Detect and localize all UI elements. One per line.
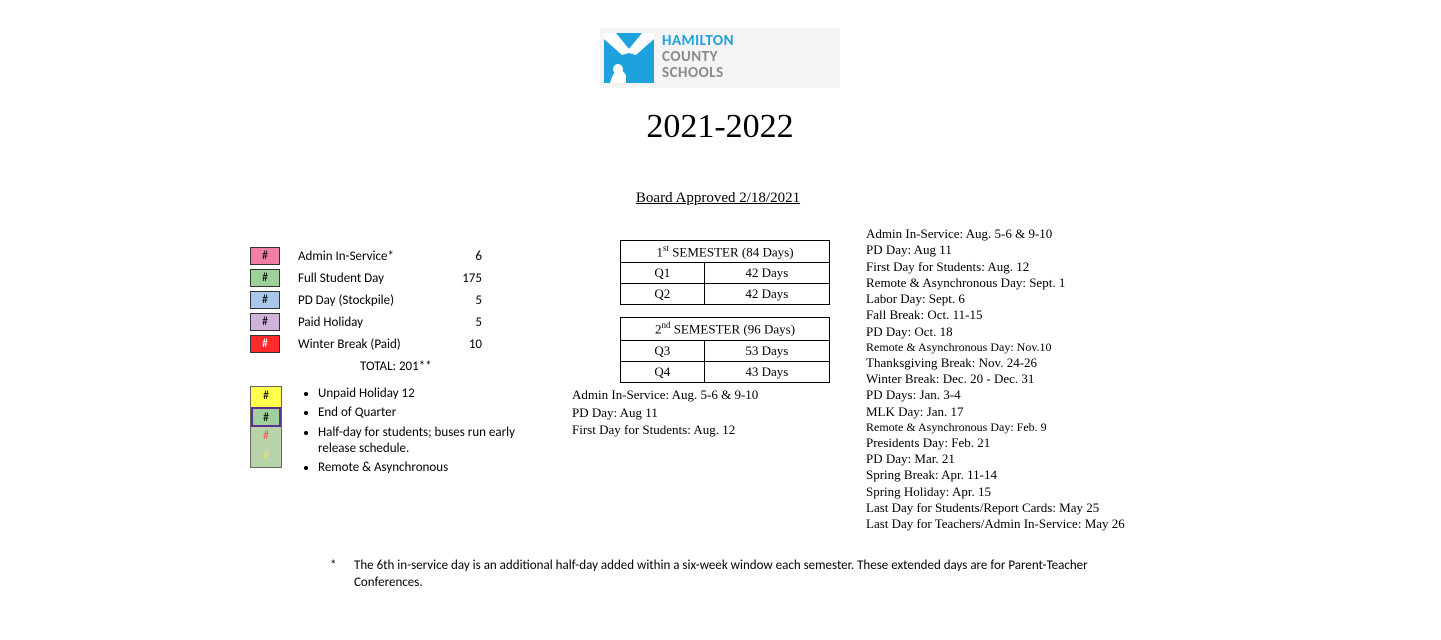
semester-header: 2nd SEMESTER (96 Days) <box>621 318 830 340</box>
legend-value: 175 <box>448 271 482 286</box>
quarter-label: Q2 <box>621 284 705 305</box>
legend-swatch: # <box>250 247 280 265</box>
legend-value: 10 <box>448 337 482 352</box>
legend-label: Admin In-Service* <box>298 249 448 264</box>
quarter-days: 42 Days <box>704 263 829 284</box>
key-date-line: Remote & Asynchronous Day: Nov.10 <box>866 340 1186 355</box>
quarter-days: 53 Days <box>704 340 829 361</box>
footnote-marker: * <box>330 558 354 592</box>
key-date-line: MLK Day: Jan. 17 <box>866 404 1186 420</box>
legend-bullet: Half-day for students; buses run early r… <box>318 425 538 458</box>
legend-swatch: # <box>251 427 281 447</box>
approved-line: Board Approved 2/18/2021 <box>618 190 818 207</box>
legend-bullet: End of Quarter <box>318 405 538 421</box>
page-root: HAMILTON COUNTY SCHOOLS 2021-2022 Board … <box>0 0 1441 640</box>
center-notes: Admin In-Service: Aug. 5-6 & 9-10PD Day:… <box>572 386 758 439</box>
legend-row: # Paid Holiday5 <box>250 311 482 333</box>
legend-unpaid: ####Unpaid Holiday 12End of QuarterHalf-… <box>250 386 538 479</box>
key-date-line: Fall Break: Oct. 11-15 <box>866 307 1186 323</box>
legend-value: 5 <box>448 315 482 330</box>
quarter-label: Q3 <box>621 340 705 361</box>
key-date-line: PD Day: Mar. 21 <box>866 451 1186 467</box>
legend-swatch: # <box>250 335 280 353</box>
key-date-line: Remote & Asynchronous Day: Feb. 9 <box>866 420 1186 435</box>
legend-bullet: Remote & Asynchronous <box>318 460 538 476</box>
quarter-days: 43 Days <box>704 361 829 382</box>
semester-header: 1st SEMESTER (84 Days) <box>621 241 830 263</box>
logo-block: HAMILTON COUNTY SCHOOLS <box>600 28 840 88</box>
footnote: * The 6th in-service day is an additiona… <box>330 558 1120 592</box>
center-note-line: First Day for Students: Aug. 12 <box>572 421 758 439</box>
center-note-line: PD Day: Aug 11 <box>572 404 758 422</box>
legend-total: TOTAL: 201** <box>360 359 482 374</box>
legend-label: PD Day (Stockpile) <box>298 293 448 308</box>
logo-line3: SCHOOLS <box>662 66 734 82</box>
key-date-line: First Day for Students: Aug. 12 <box>866 259 1186 275</box>
legend-row: # Admin In-Service*6 <box>250 245 482 267</box>
key-date-line: Presidents Day: Feb. 21 <box>866 435 1186 451</box>
year-title: 2021-2022 <box>600 108 840 146</box>
legend-swatch: # <box>250 313 280 331</box>
key-date-line: Admin In-Service: Aug. 5-6 & 9-10 <box>866 226 1186 242</box>
legend-value: 6 <box>448 249 482 264</box>
key-date-line: Labor Day: Sept. 6 <box>866 291 1186 307</box>
quarter-label: Q1 <box>621 263 705 284</box>
logo-icon <box>604 33 654 83</box>
legend-row: # Winter Break (Paid)10 <box>250 333 482 355</box>
key-date-line: PD Days: Jan. 3-4 <box>866 387 1186 403</box>
key-date-line: Spring Break: Apr. 11-14 <box>866 467 1186 483</box>
legend-row: # Full Student Day175 <box>250 267 482 289</box>
key-date-line: Last Day for Students/Report Cards: May … <box>866 500 1186 516</box>
legend-swatch-stack: #### <box>250 386 282 468</box>
legend-swatch: # <box>251 407 281 427</box>
legend-label: Paid Holiday <box>298 315 448 330</box>
key-date-line: PD Day: Oct. 18 <box>866 324 1186 340</box>
semester-tables: 1st SEMESTER (84 Days)Q142 DaysQ242 Days… <box>620 240 830 395</box>
legend-swatch: # <box>251 387 281 407</box>
semester-table: 2nd SEMESTER (96 Days)Q353 DaysQ443 Days <box>620 317 830 382</box>
key-date-line: Remote & Asynchronous Day: Sept. 1 <box>866 275 1186 291</box>
legend-value: 5 <box>448 293 482 308</box>
legend-bullets: Unpaid Holiday 12 End of Quarter Half-day … <box>318 386 538 479</box>
quarter-label: Q4 <box>621 361 705 382</box>
center-note-line: Admin In-Service: Aug. 5-6 & 9-10 <box>572 386 758 404</box>
legend-row: # PD Day (Stockpile)5 <box>250 289 482 311</box>
semester-table: 1st SEMESTER (84 Days)Q142 DaysQ242 Days <box>620 240 830 305</box>
legend-bullet: Unpaid Holiday 12 <box>318 386 538 402</box>
legend-swatch: # <box>250 291 280 309</box>
key-date-line: Last Day for Teachers/Admin In-Service: … <box>866 516 1186 532</box>
key-date-line: Spring Holiday: Apr. 15 <box>866 484 1186 500</box>
quarter-days: 42 Days <box>704 284 829 305</box>
legend-paid: #Admin In-Service*6#Full Student Day175#… <box>250 245 482 374</box>
legend-swatch: # <box>251 447 281 467</box>
key-date-line: PD Day: Aug 11 <box>866 242 1186 258</box>
key-date-line: Thanksgiving Break: Nov. 24-26 <box>866 355 1186 371</box>
legend-label: Winter Break (Paid) <box>298 337 448 352</box>
key-date-line: Winter Break: Dec. 20 - Dec. 31 <box>866 371 1186 387</box>
logo-text: HAMILTON COUNTY SCHOOLS <box>662 34 734 81</box>
footnote-text: The 6th in-service day is an additional … <box>354 558 1120 592</box>
key-dates-list: Admin In-Service: Aug. 5-6 & 9-10PD Day:… <box>866 226 1186 532</box>
legend-label: Full Student Day <box>298 271 448 286</box>
legend-swatch: # <box>250 269 280 287</box>
